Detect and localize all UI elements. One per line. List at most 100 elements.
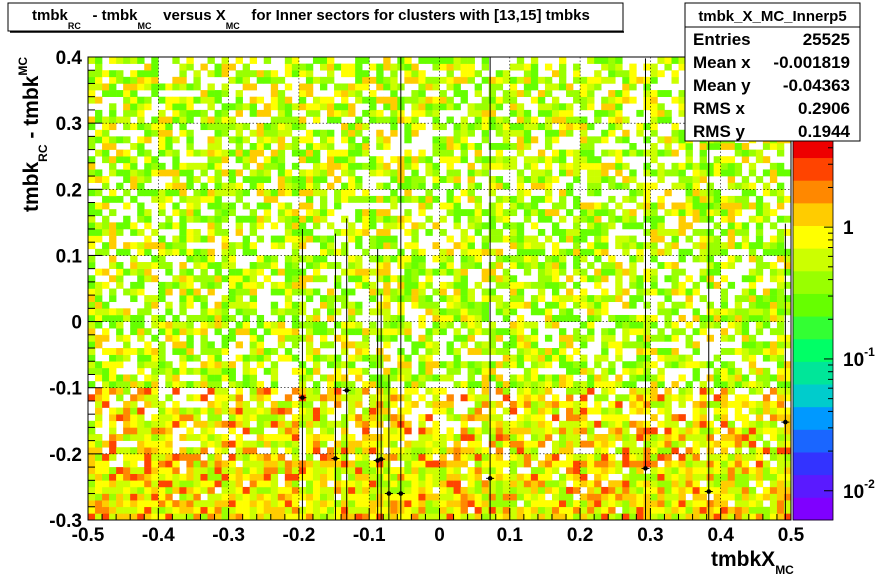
heatmap-cell bbox=[123, 474, 130, 481]
heatmap-cell bbox=[362, 196, 369, 203]
heatmap-cell bbox=[165, 427, 172, 434]
heatmap-cell bbox=[229, 460, 236, 467]
heatmap-cell bbox=[615, 110, 622, 117]
heatmap-cell bbox=[200, 361, 207, 368]
heatmap-cell bbox=[643, 507, 650, 514]
heatmap-cell bbox=[383, 295, 390, 302]
heatmap-cell bbox=[341, 83, 348, 90]
heatmap-cell bbox=[95, 209, 102, 216]
heatmap-cell bbox=[756, 427, 763, 434]
heatmap-cell bbox=[425, 480, 432, 487]
heatmap-cell bbox=[749, 513, 756, 520]
heatmap-cell bbox=[88, 355, 95, 362]
heatmap-cell bbox=[95, 77, 102, 84]
heatmap-cell bbox=[714, 143, 721, 150]
heatmap-cell bbox=[693, 209, 700, 216]
heatmap-cell bbox=[721, 295, 728, 302]
heatmap-cell bbox=[622, 196, 629, 203]
heatmap-cell bbox=[728, 467, 735, 474]
heatmap-cell bbox=[454, 507, 461, 514]
heatmap-cell bbox=[418, 368, 425, 375]
heatmap-cell bbox=[735, 222, 742, 229]
heatmap-cell bbox=[657, 394, 664, 401]
heatmap-cell bbox=[707, 169, 714, 176]
heatmap-cell bbox=[229, 117, 236, 124]
heatmap-cell bbox=[503, 434, 510, 441]
heatmap-cell bbox=[664, 460, 671, 467]
heatmap-cell bbox=[123, 110, 130, 117]
heatmap-cell bbox=[475, 229, 482, 236]
heatmap-cell bbox=[531, 507, 538, 514]
heatmap-cell bbox=[566, 500, 573, 507]
heatmap-cell bbox=[503, 361, 510, 368]
heatmap-cell bbox=[629, 460, 636, 467]
heatmap-cell bbox=[292, 500, 299, 507]
heatmap-cell bbox=[390, 203, 397, 210]
heatmap-cell bbox=[215, 282, 222, 289]
heatmap-cell bbox=[109, 507, 116, 514]
heatmap-cell bbox=[383, 414, 390, 421]
heatmap-cell bbox=[468, 487, 475, 494]
heatmap-cell bbox=[615, 322, 622, 329]
heatmap-cell bbox=[404, 262, 411, 269]
heatmap-cell bbox=[482, 302, 489, 309]
heatmap-cell bbox=[362, 229, 369, 236]
heatmap-cell bbox=[447, 97, 454, 104]
heatmap-cell bbox=[299, 83, 306, 90]
heatmap-cell bbox=[88, 255, 95, 262]
heatmap-cell bbox=[165, 196, 172, 203]
heatmap-cell bbox=[707, 216, 714, 223]
heatmap-cell bbox=[243, 156, 250, 163]
heatmap-cell bbox=[524, 77, 531, 84]
heatmap-cell bbox=[657, 374, 664, 381]
heatmap-cell bbox=[721, 302, 728, 309]
heatmap-cell bbox=[200, 183, 207, 190]
heatmap-cell bbox=[250, 513, 257, 520]
heatmap-cell bbox=[503, 408, 510, 415]
heatmap-cell bbox=[686, 434, 693, 441]
heatmap-cell bbox=[559, 328, 566, 335]
heatmap-cell bbox=[186, 513, 193, 520]
heatmap-cell bbox=[643, 203, 650, 210]
heatmap-cell bbox=[102, 487, 109, 494]
heatmap-cell bbox=[671, 130, 678, 137]
heatmap-cell bbox=[468, 414, 475, 421]
heatmap-cell bbox=[461, 315, 468, 322]
heatmap-cell bbox=[158, 507, 165, 514]
heatmap-cell bbox=[320, 103, 327, 110]
heatmap-cell bbox=[271, 414, 278, 421]
heatmap-cell bbox=[608, 209, 615, 216]
heatmap-cell bbox=[650, 487, 657, 494]
heatmap-cell bbox=[559, 57, 566, 64]
heatmap-cell bbox=[531, 156, 538, 163]
heatmap-cell bbox=[496, 183, 503, 190]
heatmap-cell bbox=[418, 83, 425, 90]
heatmap-cell bbox=[679, 467, 686, 474]
heatmap-cell bbox=[278, 513, 285, 520]
heatmap-cell bbox=[404, 229, 411, 236]
heatmap-cell bbox=[264, 454, 271, 461]
heatmap-cell bbox=[186, 169, 193, 176]
heatmap-cell bbox=[116, 322, 123, 329]
heatmap-cell bbox=[496, 70, 503, 77]
heatmap-cell bbox=[594, 361, 601, 368]
heatmap-cell bbox=[531, 328, 538, 335]
heatmap-cell bbox=[622, 97, 629, 104]
heatmap-cell bbox=[664, 454, 671, 461]
heatmap-cell bbox=[320, 474, 327, 481]
heatmap-cell bbox=[222, 494, 229, 501]
heatmap-cell bbox=[341, 341, 348, 348]
heatmap-cell bbox=[629, 209, 636, 216]
heatmap-cell bbox=[735, 203, 742, 210]
heatmap-cell bbox=[615, 70, 622, 77]
heatmap-cell bbox=[749, 427, 756, 434]
heatmap-cell bbox=[650, 90, 657, 97]
heatmap-cell bbox=[601, 487, 608, 494]
heatmap-cell bbox=[510, 262, 517, 269]
heatmap-cell bbox=[693, 427, 700, 434]
heatmap-cell bbox=[151, 434, 158, 441]
heatmap-cell bbox=[447, 295, 454, 302]
heatmap-cell bbox=[200, 335, 207, 342]
heatmap-cell bbox=[770, 348, 777, 355]
heatmap-cell bbox=[229, 335, 236, 342]
